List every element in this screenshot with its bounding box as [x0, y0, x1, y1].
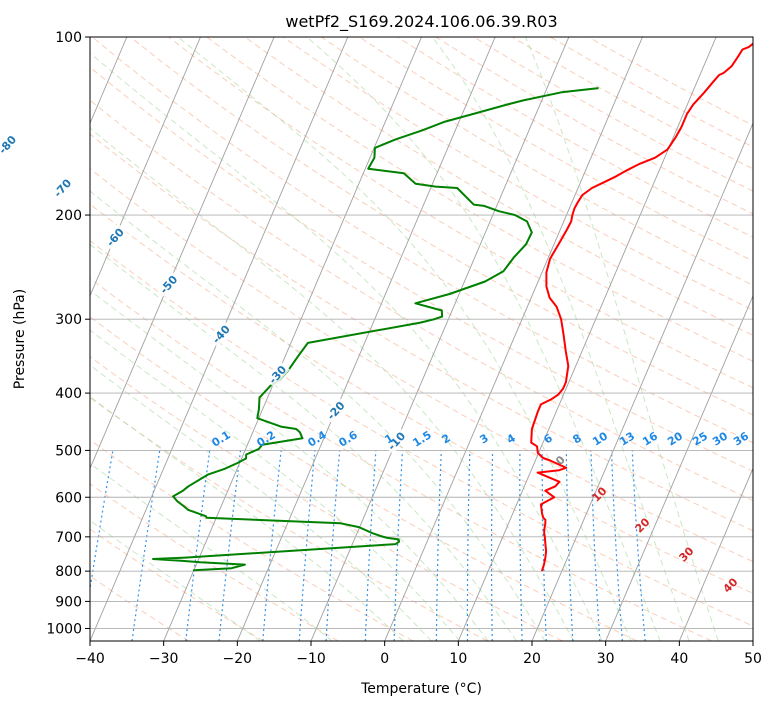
- x-tick-label: 30: [597, 651, 615, 667]
- x-tick-label: −30: [149, 651, 179, 667]
- x-axis-title: Temperature (°C): [360, 681, 482, 697]
- y-axis-title: Pressure (hPa): [12, 289, 28, 389]
- y-tick-label: 300: [55, 312, 82, 328]
- y-tick-label: 600: [55, 490, 82, 506]
- x-tick-label: 50: [744, 651, 762, 667]
- y-tick-label: 800: [55, 564, 82, 580]
- y-tick-label: 500: [55, 443, 82, 459]
- y-tick-label: 700: [55, 530, 82, 546]
- y-tick-label: 400: [55, 386, 82, 402]
- x-tick-label: 0: [380, 651, 389, 667]
- x-tick-label: −40: [75, 651, 105, 667]
- x-tick-label: −10: [296, 651, 326, 667]
- y-tick-label: 100: [55, 30, 82, 46]
- chart-title: wetPf2_S169.2024.106.06.39.R03: [285, 12, 557, 32]
- x-tick-label: 40: [670, 651, 688, 667]
- y-tick-label: 900: [55, 594, 82, 610]
- x-tick-label: −20: [223, 651, 253, 667]
- x-tick-label: 10: [449, 651, 467, 667]
- y-tick-label: 1000: [46, 621, 82, 637]
- x-tick-label: 20: [523, 651, 541, 667]
- y-tick-label: 200: [55, 208, 82, 224]
